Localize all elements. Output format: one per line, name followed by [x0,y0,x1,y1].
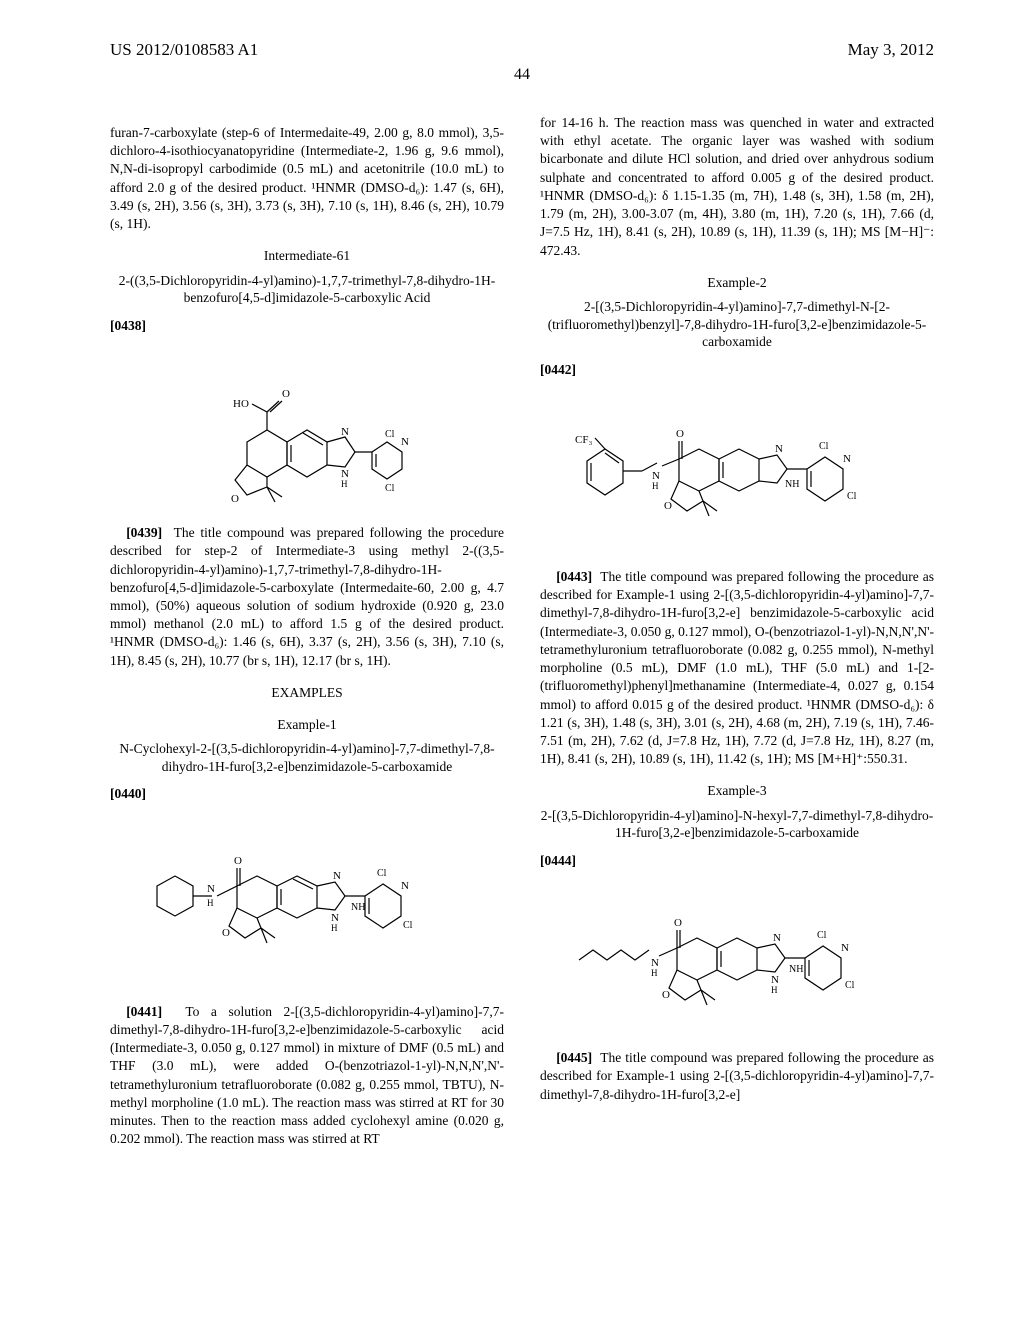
para-0445-text: The title compound was prepared followin… [540,1050,934,1101]
svg-text:O: O [676,428,684,440]
svg-text:O: O [222,927,230,939]
col2-continuation: for 14-16 h. The reaction mass was quenc… [540,114,934,260]
svg-text:NH: NH [351,902,365,913]
para-0443-num: [0443] [556,569,592,584]
structure-int61: O N N H N Cl Cl [110,347,504,512]
svg-text:N: N [401,436,409,448]
svg-text:Cl: Cl [403,920,413,931]
intermediate-61-name: 2-((3,5-Dichloropyridin-4-yl)amino)-1,7,… [110,272,504,307]
svg-text:N: N [841,942,849,954]
svg-text:O: O [234,855,242,867]
example-3-label: Example-3 [540,782,934,800]
svg-text:H: H [207,898,214,908]
svg-text:Cl: Cl [847,491,857,502]
svg-text:H: H [652,481,659,491]
svg-text:Cl: Cl [817,930,827,941]
para-0444-num: [0444] [540,853,576,868]
example-1-name: N-Cyclohexyl-2-[(3,5-dichloropyridin-4-y… [110,740,504,775]
para-0445-num: [0445] [556,1050,592,1065]
structure-ex1: N H O O N N H [110,816,504,991]
svg-text:N: N [341,426,349,438]
para-0439-num: [0439] [126,525,162,540]
svg-text:N: N [207,883,215,895]
para-0441-num: [0441] [126,1004,162,1019]
doc-date: May 3, 2012 [848,40,934,60]
svg-text:Cl: Cl [845,980,855,991]
col1-continuation: furan-7-carboxylate (step-6 of Intermeda… [110,124,504,233]
svg-text:Cl: Cl [819,441,829,452]
svg-text:CF₃: CF₃ [575,434,592,446]
svg-text:O: O [662,989,670,1001]
example-2-name: 2-[(3,5-Dichloropyridin-4-yl)amino]-7,7-… [540,298,934,351]
svg-text:N: N [333,870,341,882]
example-1-label: Example-1 [110,716,504,734]
svg-text:H: H [651,968,658,978]
para-0440-num: [0440] [110,786,146,801]
svg-text:N: N [773,932,781,944]
svg-text:O: O [231,493,239,505]
svg-text:N: N [775,443,783,455]
structure-ex2: CF₃ N H O O [540,391,934,556]
svg-text:N: N [843,453,851,465]
svg-text:H: H [341,479,348,489]
structure-ex3: N H O O N N H [540,882,934,1037]
example-2-label: Example-2 [540,274,934,292]
svg-text:HO: HO [233,398,249,410]
example-3-name: 2-[(3,5-Dichloropyridin-4-yl)amino]-N-he… [540,807,934,842]
svg-text:O: O [664,500,672,512]
para-0438-num: [0438] [110,318,146,333]
svg-text:H: H [771,985,778,995]
svg-text:Cl: Cl [385,429,395,440]
svg-text:Cl: Cl [385,483,395,494]
svg-text:N: N [401,880,409,892]
intermediate-61-label: Intermediate-61 [110,247,504,265]
svg-text:NH: NH [789,964,803,975]
para-0443-text: The title compound was prepared followin… [540,569,934,766]
examples-heading: EXAMPLES [110,684,504,702]
svg-text:H: H [331,923,338,933]
doc-id: US 2012/0108583 A1 [110,40,258,60]
svg-text:Cl: Cl [377,868,387,879]
svg-text:O: O [282,388,290,400]
page-number: 44 [110,66,934,84]
para-0441-text: To a solution 2-[(3,5-dichloropyridin-4-… [110,1004,504,1147]
svg-text:O: O [674,917,682,929]
para-0442-num: [0442] [540,362,576,377]
para-0439-text: The title compound was prepared followin… [110,525,504,668]
svg-text:NH: NH [785,479,799,490]
